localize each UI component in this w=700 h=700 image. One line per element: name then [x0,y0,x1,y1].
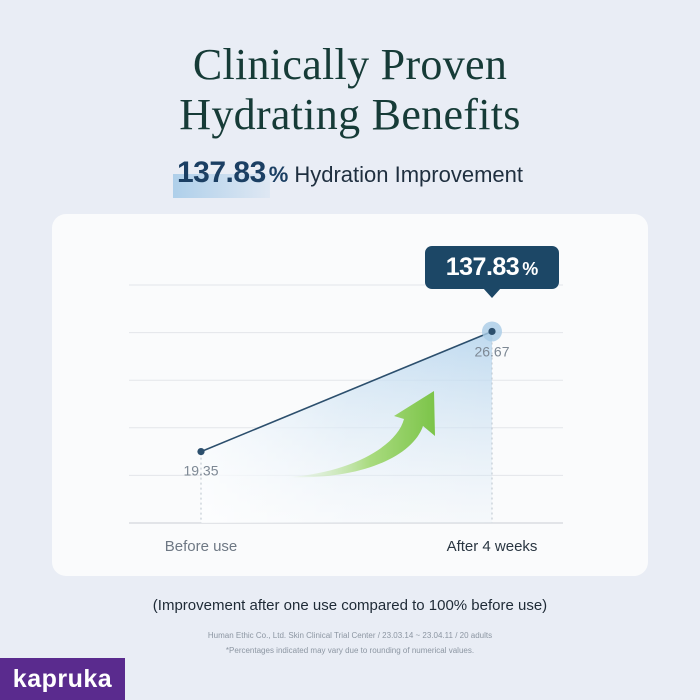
headline-value: 137.83 [173,156,270,198]
data-label: 26.67 [474,343,509,359]
title-line-1: Clinically Proven [192,40,508,89]
data-point [197,448,205,456]
improvement-callout: 137.83% [425,246,559,298]
area-fade [201,331,492,523]
callout-value: 137.83 [445,253,520,281]
trend-arrow-icon [290,391,435,478]
callout-percent: % [522,259,539,279]
x-tick-label: Before use [165,538,238,555]
line-chart: 19.35 26.67 Before use After 4 weeks [129,284,563,555]
data-point [488,327,496,336]
headline-percent: % [268,162,289,187]
brand-logo: kapruka [0,658,125,700]
series-line [200,330,493,453]
title-line-2: Hydrating Benefits [179,90,521,139]
rounding-footnote: *Percentages indicated may vary due to r… [225,646,475,655]
data-label: 19.35 [183,463,218,479]
x-tick-label: After 4 weeks [447,538,538,555]
comparison-note: (Improvement after one use compared to 1… [152,597,548,614]
headline-text: Hydration Improvement [294,162,523,187]
trial-footnote: Human Ethic Co., Ltd. Skin Clinical Tria… [207,631,493,640]
headline: 137.83% Hydration Improvement [0,156,700,198]
page-title: Clinically Proven Hydrating Benefits [0,40,700,140]
